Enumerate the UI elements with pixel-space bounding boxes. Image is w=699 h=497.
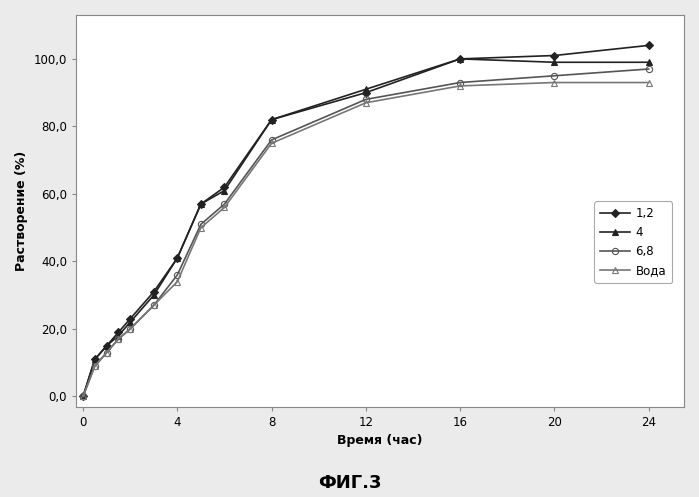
- 4: [361, 86, 370, 92]
- 6,8: [114, 336, 122, 342]
- 4: [79, 394, 87, 400]
- Вода: [91, 363, 99, 369]
- Вода: [361, 100, 370, 106]
- Line: 1,2: 1,2: [80, 42, 651, 400]
- 4: [268, 117, 276, 123]
- 1,2: [126, 316, 134, 322]
- 1,2: [91, 356, 99, 362]
- Вода: [102, 349, 110, 355]
- 6,8: [126, 326, 134, 332]
- 4: [102, 343, 110, 349]
- 1,2: [196, 201, 205, 207]
- 1,2: [550, 53, 559, 59]
- Вода: [550, 80, 559, 85]
- 4: [196, 201, 205, 207]
- 4: [220, 187, 229, 193]
- 6,8: [150, 302, 158, 308]
- Вода: [173, 279, 182, 285]
- Line: 4: 4: [80, 56, 651, 400]
- Y-axis label: Растворение (%): Растворение (%): [15, 151, 28, 271]
- 6,8: [91, 363, 99, 369]
- 4: [114, 333, 122, 339]
- 6,8: [102, 349, 110, 355]
- 4: [644, 59, 653, 65]
- X-axis label: Время (час): Время (час): [337, 434, 423, 447]
- 6,8: [196, 221, 205, 227]
- Вода: [268, 140, 276, 146]
- Вода: [644, 80, 653, 85]
- 6,8: [268, 137, 276, 143]
- 1,2: [220, 184, 229, 190]
- 6,8: [456, 80, 464, 85]
- Вода: [126, 326, 134, 332]
- 6,8: [220, 201, 229, 207]
- 1,2: [102, 343, 110, 349]
- 1,2: [79, 394, 87, 400]
- Text: ФИГ.3: ФИГ.3: [318, 474, 381, 492]
- 4: [173, 255, 182, 261]
- 1,2: [644, 42, 653, 48]
- Вода: [196, 225, 205, 231]
- 1,2: [361, 89, 370, 95]
- Вода: [114, 336, 122, 342]
- Вода: [150, 302, 158, 308]
- 6,8: [361, 96, 370, 102]
- Line: 6,8: 6,8: [80, 66, 651, 400]
- Вода: [220, 204, 229, 210]
- Line: Вода: Вода: [80, 80, 651, 400]
- 1,2: [150, 289, 158, 295]
- 1,2: [173, 255, 182, 261]
- 4: [150, 292, 158, 298]
- 4: [456, 56, 464, 62]
- 4: [91, 356, 99, 362]
- Вода: [456, 83, 464, 89]
- 1,2: [114, 330, 122, 335]
- Вода: [79, 394, 87, 400]
- 6,8: [173, 272, 182, 278]
- 6,8: [79, 394, 87, 400]
- 6,8: [550, 73, 559, 79]
- 1,2: [268, 117, 276, 123]
- 4: [550, 59, 559, 65]
- Legend: 1,2, 4, 6,8, Вода: 1,2, 4, 6,8, Вода: [594, 201, 672, 283]
- 4: [126, 319, 134, 325]
- 1,2: [456, 56, 464, 62]
- 6,8: [644, 66, 653, 72]
